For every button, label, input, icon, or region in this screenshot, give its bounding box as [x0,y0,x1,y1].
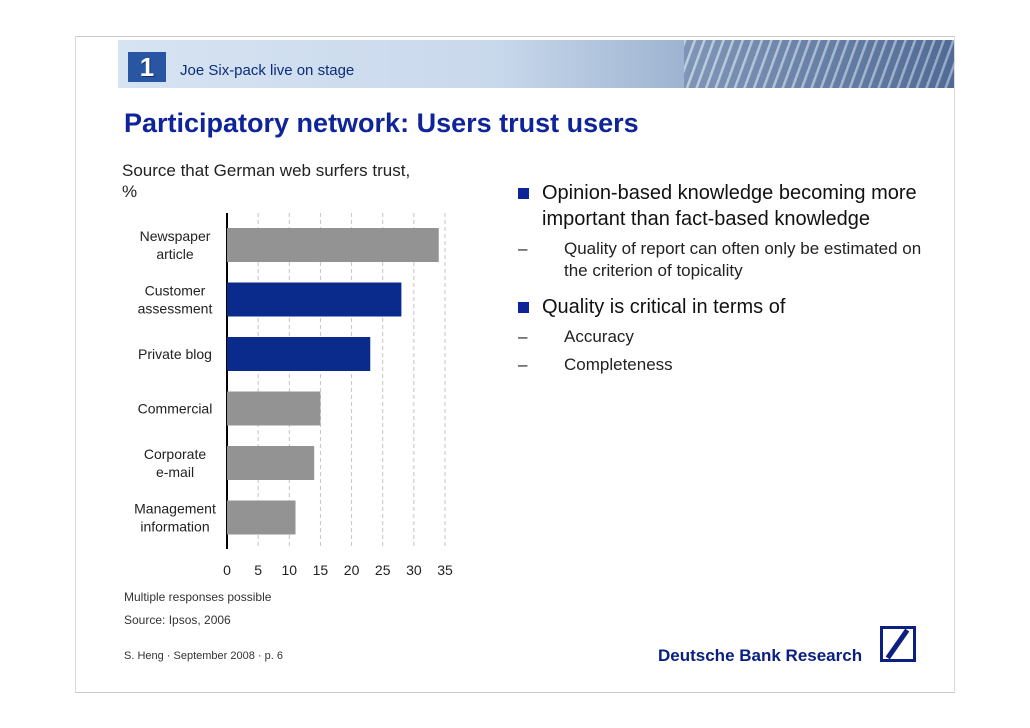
logo-slash [885,628,910,660]
frame-right-line [954,36,955,692]
x-tick-label: 15 [313,562,329,578]
bar [227,446,315,480]
frame-left-line [75,36,76,692]
sub-bullet-text: Accuracy [564,327,634,346]
bullet-text: Quality is critical in terms of [542,296,786,318]
sub-bullet-text: Quality of report can often only be esti… [564,239,922,280]
bullet-square-icon [518,302,529,313]
category-label: Private blog [138,346,212,362]
frame-bottom-line [75,692,955,693]
dash-icon: – [518,355,528,374]
section-number: 1 [128,52,166,82]
dash-icon: – [518,239,528,258]
bar-chart: Newspaper article Customer assessment Privat… [134,213,453,578]
x-tick-label: 10 [281,562,297,578]
bullet-item: Quality is critical in terms of [518,294,938,320]
bar [227,282,402,317]
page-title: Participatory network: Users trust users [124,108,639,138]
sub-bullet-text: Completeness [564,355,673,374]
bar [227,391,321,426]
deutsche-bank-logo-icon [880,626,916,662]
header-band [118,40,954,88]
sub-bullet-item: – Quality of report can often only be es… [518,238,938,282]
category-label: Corporate [144,446,206,462]
sub-bullet-item: – Accuracy [518,326,938,348]
category-label: Customer [145,283,206,299]
x-tick-label: 25 [375,562,391,578]
dash-icon: – [518,327,528,346]
bullet-item: Opinion-based knowledge becoming more im… [518,180,938,232]
category-label: e-mail [156,464,194,480]
category-label: Newspaper [140,228,211,244]
x-tick-label: 20 [344,562,360,578]
x-tick-label: 0 [223,562,231,578]
bar [227,337,371,371]
footer-credit: S. Heng · September 2008 · p. 6 [124,650,283,662]
x-tick-label: 35 [437,562,453,578]
sub-bullet-item: – Completeness [518,354,938,376]
x-tick-label: 5 [254,562,262,578]
section-title: Joe Six-pack live on stage [180,62,355,79]
x-tick-label: 30 [406,562,422,578]
brand-name: Deutsche Bank Research [658,646,863,665]
category-label: assessment [138,301,213,317]
bullet-square-icon [518,188,529,199]
header-photo [684,40,954,88]
note-source: Source: Ipsos, 2006 [124,613,231,627]
frame-top-line [75,36,955,37]
category-label: Commercial [138,401,213,417]
category-label: information [140,519,209,535]
category-label: Management [134,501,216,517]
note-multiple-responses: Multiple responses possible [124,590,272,604]
bar [227,500,296,535]
category-label: article [156,246,194,262]
bullet-list: Opinion-based knowledge becoming more im… [518,180,938,382]
bar [227,228,439,262]
chart-title: Source that German web surfers trust, % [122,161,411,201]
bullet-text: Opinion-based knowledge becoming more im… [542,182,917,230]
